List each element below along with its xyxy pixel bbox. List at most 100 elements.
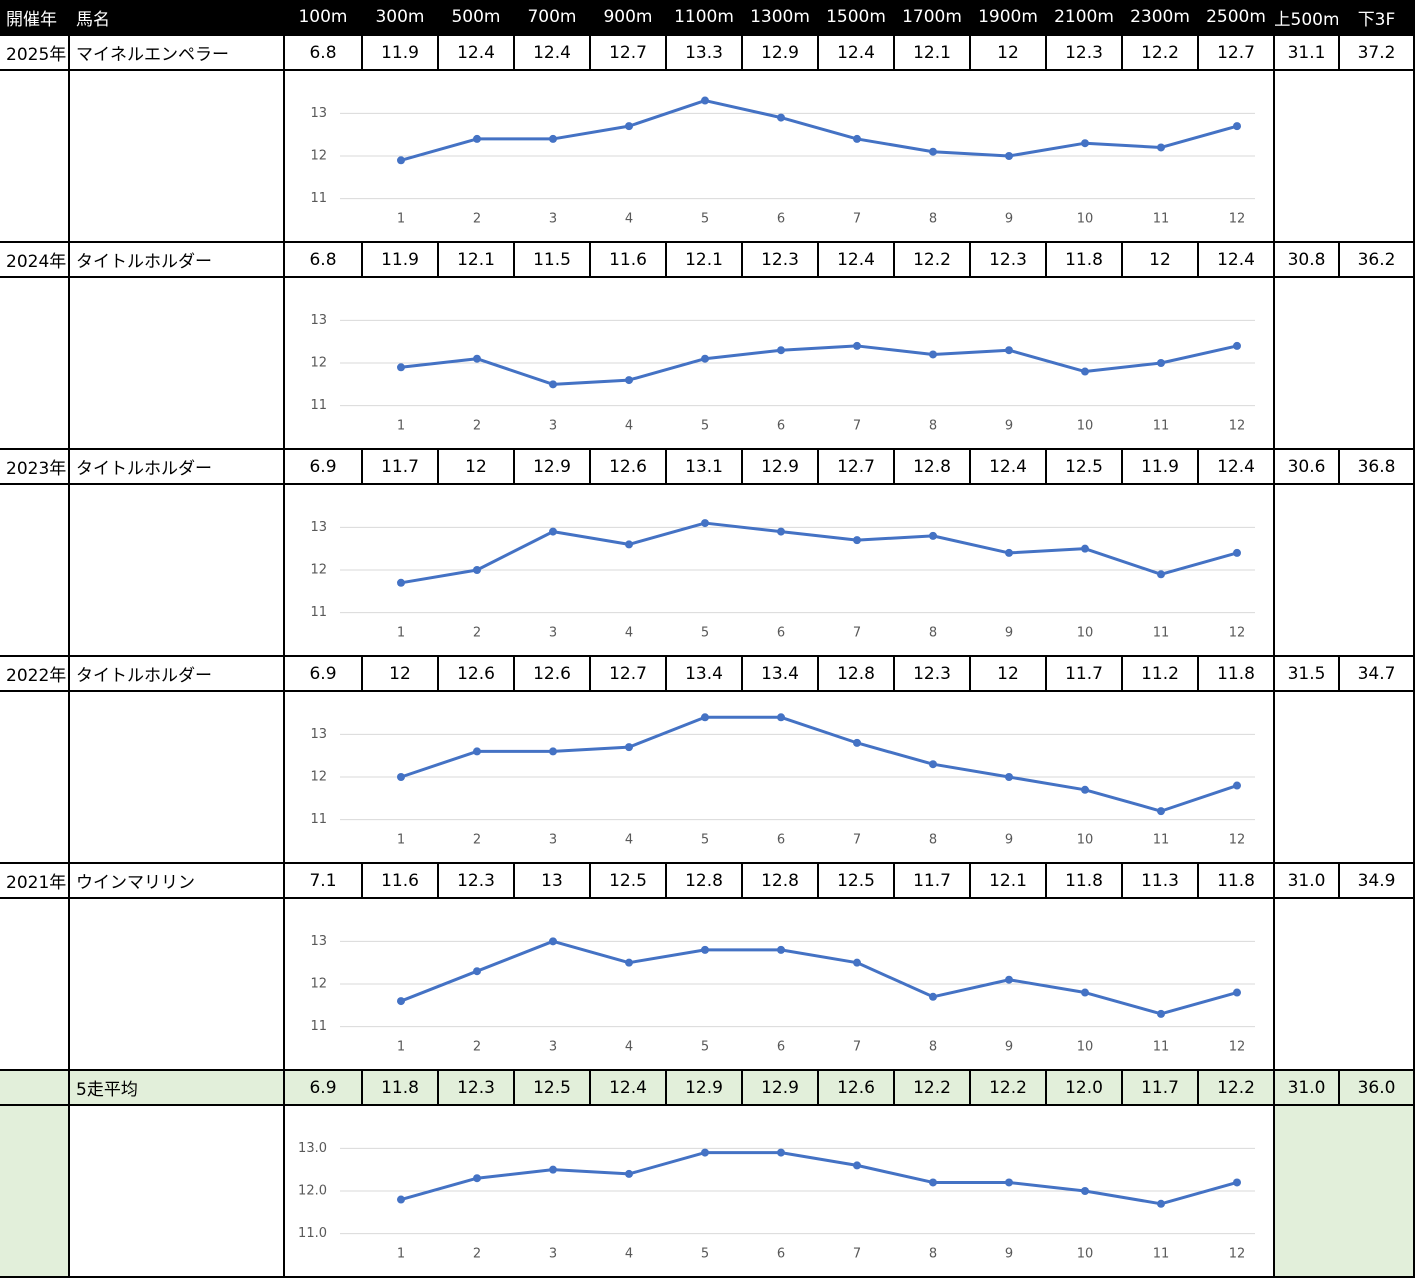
data-point: [777, 113, 785, 122]
data-line: [400, 939, 1238, 1016]
split-cell: 12.4: [515, 36, 591, 71]
data-point: [625, 540, 633, 549]
data-point: [1081, 367, 1089, 376]
first500-cell: 31.1: [1275, 36, 1340, 71]
x-tick-label: 3: [549, 1040, 557, 1055]
split-cell: 11.7: [1123, 1071, 1199, 1106]
data-point: [1233, 781, 1241, 790]
empty-cell: [1275, 278, 1415, 450]
data-point: [777, 713, 785, 722]
data-point: [777, 945, 785, 954]
x-tick-label: 7: [853, 833, 861, 848]
data-point: [625, 376, 633, 385]
split-cell: 12.1: [971, 864, 1047, 899]
x-tick-label: 11: [1153, 1247, 1170, 1262]
empty-cell: [0, 1071, 70, 1106]
data-point: [1233, 548, 1241, 557]
data-point: [549, 134, 557, 143]
split-cell: 11.6: [363, 864, 439, 899]
data-point: [473, 134, 481, 143]
data-point: [1157, 359, 1165, 367]
x-tick-label: 9: [1005, 626, 1013, 641]
split-cell: 12.8: [819, 657, 895, 692]
x-tick-label: 2: [473, 626, 481, 641]
data-point: [929, 147, 937, 156]
split-cell: 11.8: [363, 1071, 439, 1106]
data-point: [1005, 346, 1013, 355]
chart-cell: 11.0 12.0 13.0 1 2 3 4 5 6 7 8 9 10 11 12: [285, 1106, 1275, 1278]
split-cell: 11.7: [363, 450, 439, 485]
data-point: [701, 519, 709, 528]
data-point: [777, 346, 785, 355]
horse-cell: マイネルエンペラー: [70, 36, 285, 71]
y-tick-label: 12.0: [298, 1184, 327, 1199]
x-tick-label: 4: [625, 1247, 633, 1262]
x-tick-label: 3: [549, 833, 557, 848]
header-cell: 2500m: [1199, 0, 1275, 36]
x-tick-label: 8: [929, 626, 937, 641]
data-point: [701, 96, 709, 105]
empty-cell: [1275, 1106, 1415, 1278]
split-cell: 12: [363, 657, 439, 692]
split-cell: 12.0: [1047, 1071, 1123, 1106]
data-point: [1005, 1178, 1013, 1187]
horse-cell: タイトルホルダー: [70, 657, 285, 692]
y-tick-label: 13.0: [298, 1141, 327, 1156]
y-tick-label: 13: [310, 106, 327, 121]
x-tick-label: 2: [473, 1040, 481, 1055]
split-cell: 12.2: [1123, 36, 1199, 71]
x-tick-label: 10: [1077, 1040, 1094, 1055]
split-cell: 12.4: [971, 450, 1047, 485]
x-tick-label: 3: [549, 1247, 557, 1262]
data-point: [701, 354, 709, 363]
split-cell: 12.2: [895, 243, 971, 278]
empty-cell: [1275, 899, 1415, 1071]
split-cell: 12.7: [591, 657, 667, 692]
split-cell: 11.6: [591, 243, 667, 278]
x-tick-label: 2: [473, 833, 481, 848]
data-point: [1157, 1199, 1165, 1208]
data-point: [1005, 152, 1013, 160]
x-tick-label: 9: [1005, 1040, 1013, 1055]
split-cell: 11.7: [1047, 657, 1123, 692]
split-cell: 11.9: [363, 36, 439, 71]
x-tick-label: 4: [625, 833, 633, 848]
empty-cell: [0, 278, 70, 450]
data-point: [1157, 570, 1165, 579]
year-cell: 2025年: [0, 36, 70, 71]
split-cell: 12.8: [667, 864, 743, 899]
split-cell: 12.5: [515, 1071, 591, 1106]
data-point: [1233, 988, 1241, 997]
last3f-cell: 34.9: [1340, 864, 1415, 899]
x-tick-label: 12: [1229, 626, 1246, 641]
x-tick-label: 12: [1229, 1040, 1246, 1055]
header-cell: 1500m: [819, 0, 895, 36]
x-tick-label: 11: [1153, 1040, 1170, 1055]
header-cell: 900m: [591, 0, 667, 36]
data-point: [549, 937, 557, 946]
x-tick-label: 5: [701, 833, 709, 848]
year-cell: 2024年: [0, 243, 70, 278]
x-tick-label: 4: [625, 626, 633, 641]
split-cell: 13.1: [667, 450, 743, 485]
split-cell: 12.8: [743, 864, 819, 899]
data-point: [853, 134, 861, 143]
header-cell: 1300m: [743, 0, 819, 36]
split-cell: 12.5: [1047, 450, 1123, 485]
empty-cell: [70, 485, 285, 657]
data-point: [549, 1165, 557, 1174]
y-tick-label: 12: [310, 149, 327, 164]
split-cell: 12.9: [515, 450, 591, 485]
chart-cell: 11 12 13 1 2 3 4 5 6 7 8 9 10 11 12: [285, 692, 1275, 864]
x-tick-label: 10: [1077, 1247, 1094, 1262]
x-tick-label: 3: [549, 626, 557, 641]
header-cell: 2100m: [1047, 0, 1123, 36]
x-tick-label: 6: [777, 626, 785, 641]
horse-cell: タイトルホルダー: [70, 243, 285, 278]
empty-cell: [0, 1106, 70, 1278]
y-tick-label: 11.0: [298, 1226, 327, 1241]
y-tick-label: 12: [310, 563, 327, 578]
horse-cell: タイトルホルダー: [70, 450, 285, 485]
x-tick-label: 8: [929, 833, 937, 848]
